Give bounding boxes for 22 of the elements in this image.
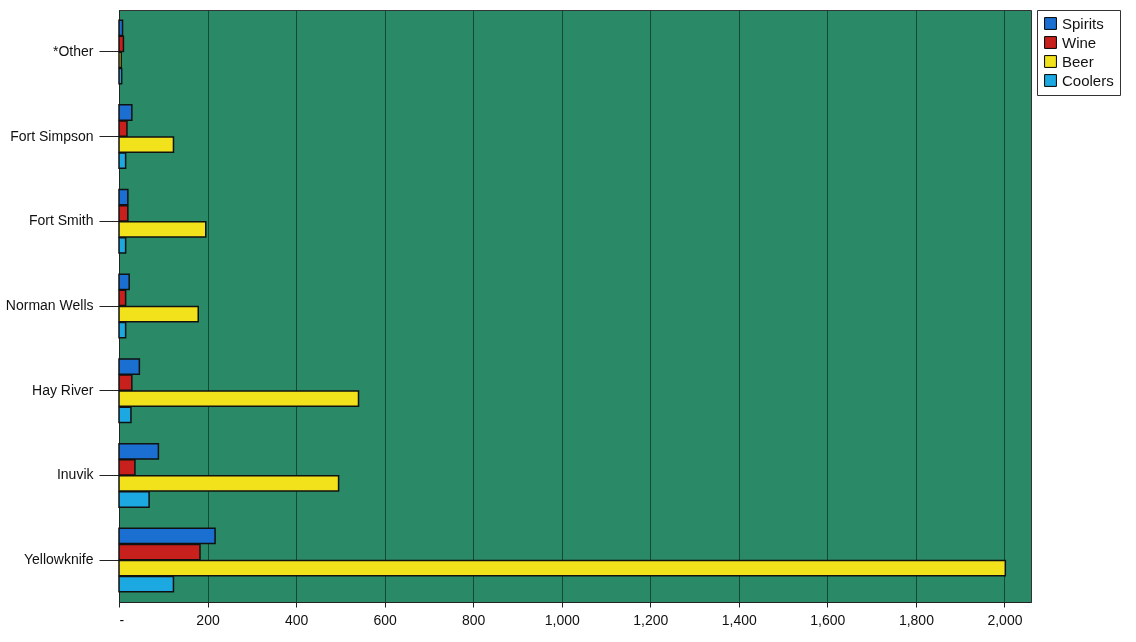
legend-label: Spirits (1062, 14, 1104, 32)
x-tick-label: - (119, 611, 125, 628)
x-tick-label: 1,400 (721, 611, 758, 628)
x-tick-label: 400 (284, 611, 309, 628)
x-tick-label: 1,800 (898, 611, 935, 628)
x-tick-label: 600 (373, 611, 398, 628)
legend-label: Beer (1062, 52, 1094, 70)
y-tick-label: Hay River (32, 381, 94, 398)
x-tick-label: 1,000 (544, 611, 580, 628)
x-tick-label: 1,200 (633, 611, 669, 628)
y-tick-label: Fort Simpson (10, 127, 94, 144)
y-tick-label: Inuvik (56, 466, 95, 483)
legend-label: Coolers (1062, 71, 1114, 89)
x-tick-label: 800 (462, 611, 486, 628)
y-tick-label: Fort Smith (28, 212, 94, 229)
legend-label: Wine (1062, 33, 1097, 51)
x-tick-label: 2,000 (987, 611, 1023, 628)
x-tick-label: 1,600 (810, 611, 846, 628)
y-tick-label: *Other (53, 42, 94, 59)
y-tick-label: Norman Wells (5, 297, 94, 313)
y-tick-label: Yellowknife (23, 551, 94, 568)
x-tick-label: 200 (196, 611, 220, 628)
